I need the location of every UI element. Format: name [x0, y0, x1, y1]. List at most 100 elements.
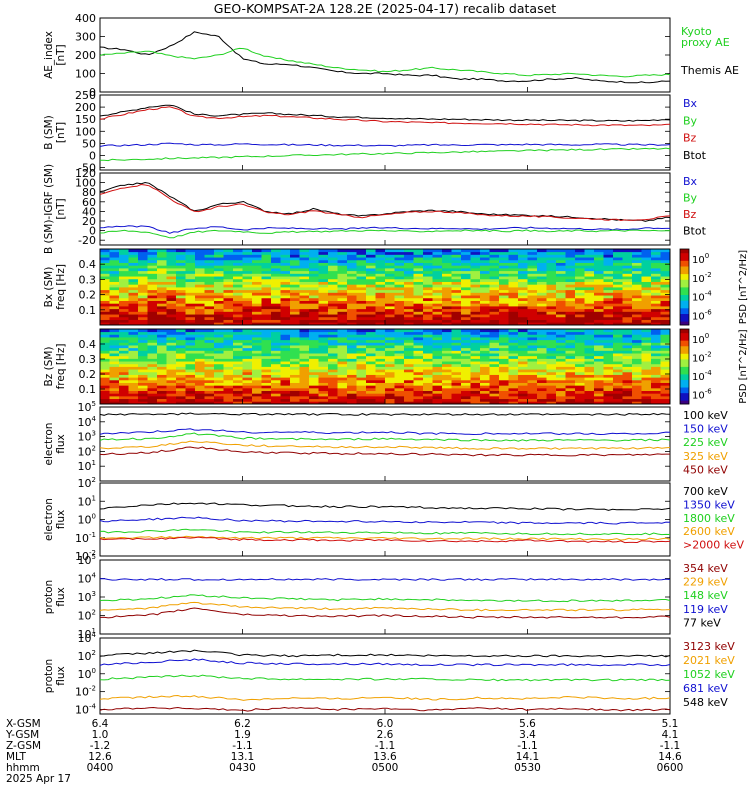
heatmap-cell — [214, 374, 224, 378]
heatmap-cell — [318, 265, 329, 269]
heatmap-cell — [385, 395, 395, 400]
heatmap-cell — [385, 268, 395, 272]
heatmap-cell — [176, 295, 186, 299]
heatmap-cell — [195, 254, 205, 258]
ephemeris-value: 4.1 — [662, 729, 679, 741]
heatmap-cell — [651, 379, 661, 383]
heatmap-cell — [584, 295, 595, 299]
heatmap-cell — [518, 398, 528, 402]
heatmap-cell — [470, 363, 481, 367]
heatmap-cell — [480, 382, 490, 386]
heatmap-cell — [204, 374, 215, 378]
heatmap-cell — [603, 345, 614, 349]
heatmap-cell — [233, 295, 243, 299]
heatmap-cell — [100, 251, 110, 255]
colorbar-cell — [680, 304, 689, 307]
heatmap-cell — [394, 393, 405, 397]
heatmap-cell — [261, 393, 272, 397]
heatmap-cell — [261, 270, 272, 274]
heatmap-cell — [280, 329, 291, 333]
heatmap-cell — [404, 331, 414, 335]
heatmap-cell — [328, 350, 338, 354]
heatmap-cell — [470, 350, 481, 354]
heatmap-cell — [461, 385, 471, 389]
heatmap-cell — [584, 322, 595, 326]
heatmap-cell — [518, 308, 528, 312]
heatmap-cell — [214, 319, 224, 323]
heatmap-cell — [347, 398, 357, 402]
heatmap-cell — [423, 273, 433, 277]
heatmap-cell — [214, 251, 224, 255]
heatmap-cell — [603, 382, 614, 386]
heatmap-cell — [252, 347, 262, 351]
heatmap-cell — [252, 268, 262, 272]
heatmap-cell — [299, 308, 310, 312]
heatmap-cell — [195, 361, 205, 365]
y-tick-label: 0 — [89, 86, 96, 99]
heatmap-cell — [366, 265, 376, 269]
heatmap-cell — [138, 342, 148, 346]
heatmap-cell — [280, 308, 291, 312]
heatmap-cell — [242, 265, 253, 269]
heatmap-cell — [413, 308, 424, 312]
heatmap-cell — [461, 382, 471, 386]
heatmap-cell — [109, 306, 120, 310]
heatmap-cell — [100, 361, 110, 365]
heatmap-cell — [508, 249, 519, 253]
heatmap-cell — [632, 371, 642, 375]
heatmap-cell — [261, 297, 272, 301]
heatmap-cell — [147, 401, 158, 405]
heatmap-cell — [375, 393, 386, 397]
heatmap-cell — [128, 276, 139, 280]
heatmap-cell — [280, 363, 291, 367]
heatmap-cell — [233, 300, 243, 304]
heatmap-cell — [556, 254, 566, 258]
heatmap-cell — [442, 316, 452, 320]
heatmap-cell — [375, 382, 386, 386]
heatmap-cell — [223, 257, 234, 261]
heatmap-cell — [565, 262, 576, 266]
heatmap-cell — [157, 358, 167, 362]
heatmap-cell — [138, 262, 148, 266]
heatmap-cell — [413, 353, 424, 357]
heatmap-cell — [290, 295, 300, 299]
heatmap-cell — [100, 249, 110, 253]
legend-entry: 225 keV — [683, 436, 728, 449]
ephemeris-value: 14.1 — [516, 751, 539, 763]
heatmap-cell — [423, 355, 433, 359]
heatmap-cell — [385, 355, 395, 359]
heatmap-cell — [594, 379, 604, 383]
heatmap-cell — [147, 342, 158, 346]
heatmap-cell — [565, 363, 576, 367]
heatmap-cell — [451, 363, 462, 367]
heatmap-cell — [556, 385, 566, 389]
heatmap-cell — [575, 347, 585, 351]
heatmap-cell — [271, 374, 281, 378]
heatmap-cell — [309, 363, 319, 367]
colorbar-cell — [680, 349, 689, 352]
heatmap-cell — [546, 297, 557, 301]
heatmap-cell — [470, 398, 481, 402]
heatmap-cell — [461, 331, 471, 335]
heatmap-cell — [233, 350, 243, 354]
heatmap-cell — [432, 358, 443, 362]
heatmap-cell — [252, 398, 262, 402]
y-tick-label: 100 — [75, 68, 96, 81]
heatmap-cell — [508, 355, 519, 359]
heatmap-cell — [575, 374, 585, 378]
heatmap-cell — [527, 265, 538, 269]
heatmap-cell — [109, 395, 120, 400]
heatmap-cell — [651, 342, 661, 346]
heatmap-cell — [195, 284, 205, 288]
heatmap-cell — [176, 251, 186, 255]
heatmap-cell — [157, 377, 167, 381]
heatmap-cell — [432, 311, 443, 315]
heatmap-cell — [442, 374, 452, 378]
heatmap-cell — [328, 297, 338, 301]
heatmap-cell — [233, 270, 243, 274]
heatmap-cell — [546, 311, 557, 315]
heatmap-cell — [261, 251, 272, 255]
heatmap-cell — [499, 390, 509, 394]
